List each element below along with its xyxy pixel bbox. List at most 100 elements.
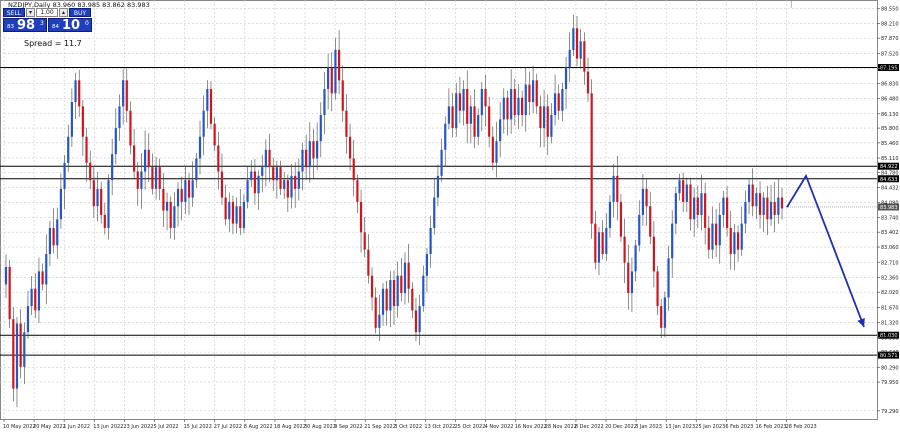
candle-bear xyxy=(484,89,487,107)
candle-bull xyxy=(111,154,114,181)
x-tick-label: 25 Oct 2022 xyxy=(455,424,486,430)
x-tick-label: 25 Jan 2023 xyxy=(695,424,725,430)
lot-size-input[interactable]: 1.00 xyxy=(36,8,58,17)
candle-bear xyxy=(286,180,289,198)
candle-bear xyxy=(652,236,655,272)
candle-bear xyxy=(253,171,257,194)
candle-bear xyxy=(268,149,271,168)
y-tick-label: 88.550 xyxy=(881,7,899,13)
x-tick-label: 5 Jul 2022 xyxy=(154,424,179,430)
x-tick-label: 15 Jul 2022 xyxy=(184,424,212,430)
candle-bear xyxy=(34,288,37,311)
level-price-tag xyxy=(878,162,899,170)
candle-bear xyxy=(209,89,213,124)
candle-bull xyxy=(323,89,326,116)
candle-bull xyxy=(568,49,571,68)
chart-menu-marker: | xyxy=(790,0,793,8)
x-tick-label: 1 Jun 2022 xyxy=(63,424,90,430)
candle-bull xyxy=(184,180,187,202)
candle-bull xyxy=(378,314,381,328)
candle-bull xyxy=(455,93,458,129)
candle-bear xyxy=(279,167,282,189)
candle-bear xyxy=(312,141,315,159)
lot-increase-button[interactable]: ▴ xyxy=(59,8,68,17)
candle-bear xyxy=(458,93,461,111)
candle-bull xyxy=(641,188,645,215)
candle-bear xyxy=(466,89,469,124)
candle-bear xyxy=(758,193,762,215)
y-tick-label: 87.520 xyxy=(881,51,899,57)
x-tick-label: 21 Sep 2022 xyxy=(364,424,396,430)
candle-bull xyxy=(23,332,26,367)
candle-bear xyxy=(81,106,84,137)
candle-bull xyxy=(301,149,304,172)
y-tick-label: 87.870 xyxy=(881,36,899,42)
level-price-label: 84.922 xyxy=(880,164,898,170)
candle-bear xyxy=(583,41,586,72)
y-tick-label: 84.780 xyxy=(881,170,899,176)
candle-bull xyxy=(561,89,564,111)
sell-button[interactable]: SELL xyxy=(3,8,25,17)
candle-bear xyxy=(169,201,172,228)
x-tick-label: 9 Sep 2022 xyxy=(334,424,363,430)
forecast-arrow xyxy=(786,173,865,328)
candle-bull xyxy=(700,193,703,215)
candle-bull xyxy=(740,223,743,250)
candle-bear xyxy=(521,97,524,116)
candle-bull xyxy=(140,171,143,189)
y-tick-label: 85.110 xyxy=(881,156,899,162)
candle-bull xyxy=(733,232,736,255)
candle-bear xyxy=(656,271,659,307)
x-tick-label: 28 Feb 2023 xyxy=(786,424,817,430)
sell-price-main: 98 xyxy=(17,18,36,33)
level-price-label: 87.195 xyxy=(880,66,898,72)
candle-bear xyxy=(780,197,784,209)
lot-decrease-button[interactable]: ▾ xyxy=(26,8,35,17)
x-tick-label: 6 Feb 2023 xyxy=(725,424,753,430)
candle-bull xyxy=(122,80,125,107)
candle-bull xyxy=(396,275,399,307)
x-tick-label: 13 Jan 2023 xyxy=(665,424,695,430)
candle-bear xyxy=(385,288,388,311)
candle-bull xyxy=(261,167,264,176)
candle-bear xyxy=(488,106,491,137)
candle-bear xyxy=(367,249,370,276)
sell-price-prefix: 83 xyxy=(7,24,14,30)
candle-bear xyxy=(535,80,538,107)
candle-bull xyxy=(755,193,758,207)
candle-bull xyxy=(283,180,286,189)
candle-bear xyxy=(682,180,685,202)
candle-bear xyxy=(363,232,366,250)
level-price-label: 84.633 xyxy=(880,177,898,183)
candle-bull xyxy=(246,180,249,202)
price-axis: 88.550 88.210 87.870 87.520 87.170 86.830 86.4… xyxy=(877,7,899,415)
candle-bear xyxy=(557,93,560,111)
y-tick-label: 86.130 xyxy=(881,112,899,118)
candle-bear xyxy=(528,84,531,103)
candle-bull xyxy=(499,119,502,142)
one-click-trading-panel: SELL ▾ 1.00 ▴ BUY 83 98 3 84 10 0 xyxy=(3,8,93,40)
candle-bull xyxy=(319,115,322,142)
buy-price[interactable]: 84 10 0 xyxy=(48,18,92,33)
candle-bull xyxy=(564,67,568,90)
candle-bear xyxy=(224,197,227,220)
candle-bull xyxy=(440,149,443,176)
candle-bull xyxy=(316,141,319,159)
sell-price[interactable]: 83 98 3 xyxy=(3,18,47,33)
candle-bull xyxy=(114,128,117,155)
y-tick-label: 82.710 xyxy=(881,260,899,266)
candle-bear xyxy=(407,262,410,289)
candle-bear xyxy=(41,271,44,285)
level-price-tag xyxy=(878,64,899,72)
level-price-label: 81.030 xyxy=(880,333,898,339)
x-tick-label: 28 Nov 2022 xyxy=(545,424,577,430)
candle-bull xyxy=(63,162,66,189)
candle-bull xyxy=(154,167,158,189)
sell-price-point: 3 xyxy=(40,20,44,27)
buy-price-prefix: 84 xyxy=(52,24,59,30)
buy-button[interactable]: BUY xyxy=(69,8,91,17)
current-price-label: 83.983 xyxy=(880,205,898,211)
